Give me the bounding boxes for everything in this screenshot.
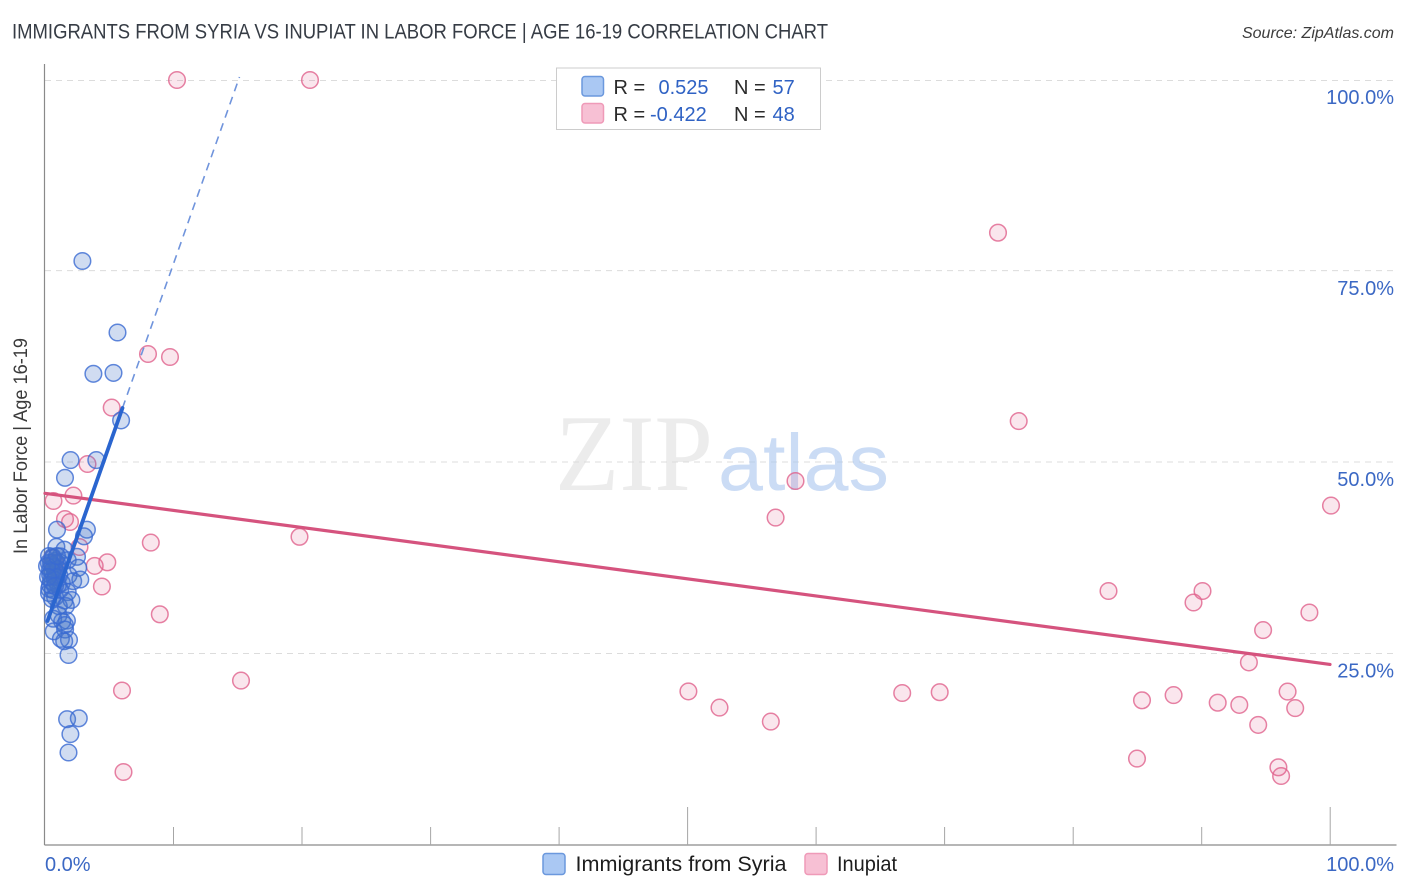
svg-text:Source: ZipAtlas.com: Source: ZipAtlas.com [1242, 25, 1394, 42]
svg-text:50.0%: 50.0% [1337, 469, 1394, 491]
svg-text:ZIP: ZIP [555, 393, 713, 514]
svg-text:0.0%: 0.0% [45, 854, 91, 876]
svg-text:100.0%: 100.0% [1326, 87, 1394, 109]
svg-text:IMMIGRANTS FROM SYRIA VS INUPI: IMMIGRANTS FROM SYRIA VS INUPIAT IN LABO… [12, 21, 828, 44]
svg-text:Immigrants from Syria: Immigrants from Syria [576, 853, 787, 876]
svg-text:Inupiat: Inupiat [837, 853, 897, 876]
svg-text:25.0%: 25.0% [1337, 661, 1394, 683]
svg-text:75.0%: 75.0% [1337, 278, 1394, 300]
svg-text:In Labor Force | Age 16-19: In Labor Force | Age 16-19 [11, 338, 32, 554]
svg-text:100.0%: 100.0% [1326, 854, 1394, 876]
svg-text:atlas: atlas [718, 418, 889, 507]
